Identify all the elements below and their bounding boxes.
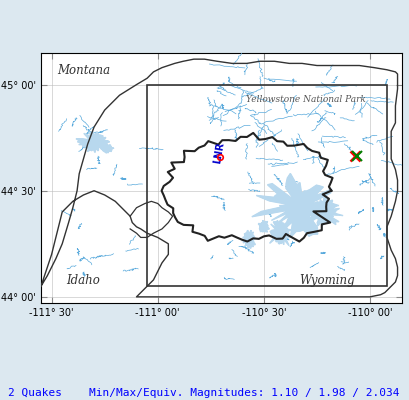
Polygon shape: [258, 220, 268, 232]
Text: Wyoming: Wyoming: [299, 274, 354, 287]
Text: LNR: LNR: [211, 141, 225, 164]
Text: Idaho: Idaho: [66, 274, 100, 287]
Text: Yellowstone National Park: Yellowstone National Park: [246, 94, 365, 104]
Polygon shape: [251, 174, 342, 238]
Polygon shape: [241, 230, 255, 248]
Polygon shape: [307, 196, 339, 226]
Polygon shape: [269, 220, 290, 246]
Polygon shape: [76, 132, 109, 152]
Polygon shape: [100, 144, 114, 153]
Text: 2 Quakes    Min/Max/Equiv. Magnitudes: 1.10 / 1.98 / 2.034: 2 Quakes Min/Max/Equiv. Magnitudes: 1.10…: [8, 388, 399, 398]
Text: Montana: Montana: [57, 64, 110, 77]
Bar: [147, 85, 386, 286]
